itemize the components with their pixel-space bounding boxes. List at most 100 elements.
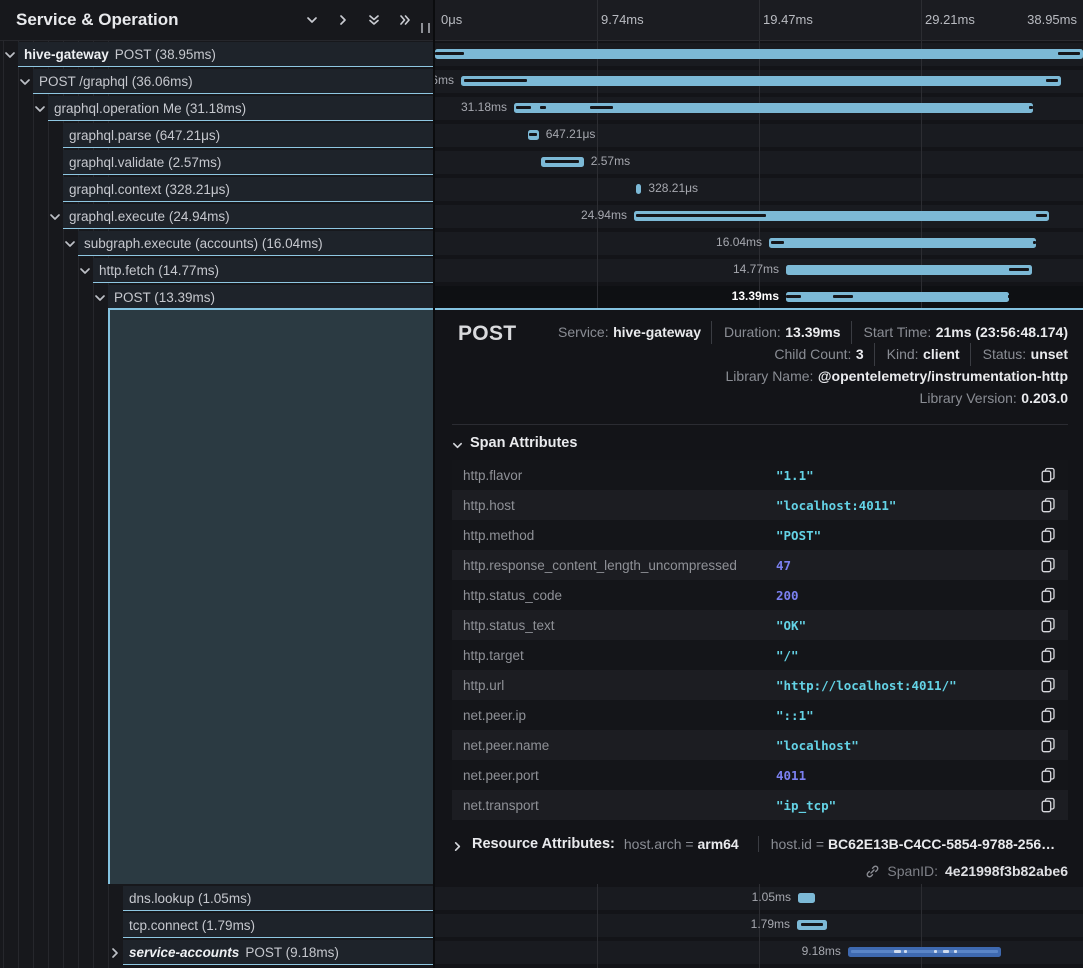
copy-icon[interactable]: [1040, 707, 1056, 723]
caret-down-icon[interactable]: [79, 264, 91, 276]
attribute-key: http.method: [463, 527, 535, 543]
span-bar-mark: [786, 295, 801, 298]
caret-down-icon[interactable]: [94, 291, 106, 303]
copy-icon[interactable]: [1040, 527, 1056, 543]
resource-attribute-pair: host.arch = arm64: [623, 836, 739, 852]
copy-icon[interactable]: [1040, 617, 1056, 633]
caret-down-icon[interactable]: [49, 210, 61, 222]
copy-icon[interactable]: [1040, 587, 1056, 603]
chevron-right-icon[interactable]: [336, 13, 350, 27]
tree-row[interactable]: http.fetch (14.77ms): [93, 258, 434, 283]
panel-resize-handle[interactable]: [421, 23, 430, 33]
tree-row[interactable]: graphql.execute (24.94ms): [63, 204, 434, 229]
meta-line: Service: hive-gateway Duration: 13.39ms St…: [558, 321, 1068, 344]
tree-row[interactable]: service-accounts POST (9.18ms): [123, 940, 434, 965]
span-bar-mark: [1009, 268, 1029, 271]
span-bar[interactable]: [769, 237, 1036, 248]
span-bar[interactable]: [435, 48, 1083, 59]
attribute-key: net.peer.ip: [463, 707, 527, 723]
attribute-key: http.host: [463, 497, 515, 513]
meta-item: Library Version: 0.203.0: [919, 390, 1068, 406]
span-bar[interactable]: [540, 156, 584, 167]
span-bar[interactable]: [797, 919, 827, 930]
span-id-value: 4e21998f3b82abe6: [945, 863, 1068, 879]
span-operation-label: dns.lookup (1.05ms): [129, 890, 252, 906]
link-icon[interactable]: [865, 864, 880, 879]
span-bar[interactable]: [460, 75, 1061, 86]
copy-icon[interactable]: [1040, 647, 1056, 663]
span-id-label: SpanID:: [887, 863, 938, 879]
span-duration-label: 647.21μs: [545, 127, 596, 141]
chevron-down-icon[interactable]: [305, 13, 319, 27]
caret-down-icon[interactable]: [34, 102, 46, 114]
span-operation-label: tcp.connect (1.79ms): [129, 917, 256, 933]
attribute-key: net.peer.port: [463, 767, 539, 783]
copy-icon[interactable]: [1040, 767, 1056, 783]
span-bar[interactable]: [635, 183, 642, 194]
meta-line: Library Name: @opentelemetry/instrumenta…: [558, 365, 1068, 387]
span-bar[interactable]: [527, 129, 539, 140]
service-name: service-accounts: [129, 944, 240, 960]
copy-icon[interactable]: [1040, 467, 1056, 483]
copy-icon[interactable]: [1040, 557, 1056, 573]
span-bar[interactable]: [847, 946, 1001, 957]
chevron-down-icon: [452, 438, 463, 449]
span-bar[interactable]: [786, 264, 1032, 275]
span-bar-mark: [1035, 214, 1048, 217]
attribute-row: net.peer.name "localhost": [452, 730, 1068, 760]
span-bar-mark: [934, 950, 938, 953]
tree-row[interactable]: POST (13.39ms): [108, 285, 434, 310]
span-bar[interactable]: [786, 291, 1009, 302]
span-bar[interactable]: [514, 102, 1033, 113]
timeline-ruler: 0μs 9.74ms 19.47ms 29.21ms 38.95ms: [435, 0, 1083, 41]
attribute-row: http.status_code 200: [452, 580, 1068, 610]
tree-row[interactable]: hive-gateway POST (38.95ms): [18, 42, 434, 67]
span-duration-label: 13.39ms: [731, 289, 780, 303]
span-duration-label: 24.94ms: [580, 208, 627, 222]
caret-down-icon[interactable]: [4, 48, 16, 60]
span-attributes-header[interactable]: Span Attributes: [452, 435, 577, 451]
attribute-key: net.transport: [463, 797, 539, 813]
attribute-value: 4011: [776, 767, 807, 783]
tree-row[interactable]: dns.lookup (1.05ms): [123, 886, 434, 911]
attribute-key: http.status_code: [463, 587, 563, 603]
attribute-row: http.response_content_length_uncompresse…: [452, 550, 1068, 580]
span-bar[interactable]: [633, 210, 1049, 221]
attribute-key: net.peer.name: [463, 737, 550, 753]
span-duration-label: 328.21μs: [648, 181, 699, 195]
tree-row[interactable]: graphql.parse (647.21μs): [63, 123, 434, 148]
tree-row[interactable]: POST /graphql (36.06ms): [33, 69, 434, 94]
span-bar-mark: [1058, 52, 1080, 55]
span-bar-mark: [635, 214, 766, 217]
resource-attributes-row[interactable]: Resource Attributes: host.arch = arm64 ho…: [452, 836, 1055, 852]
span-bar[interactable]: [798, 892, 816, 903]
tree-header-title: Service & Operation: [16, 10, 179, 29]
attribute-value: "http://localhost:4011/": [776, 677, 957, 693]
double-chevron-down-icon[interactable]: [367, 13, 381, 27]
tree-row[interactable]: graphql.context (328.21μs): [63, 177, 434, 202]
tree-row[interactable]: graphql.validate (2.57ms): [63, 150, 434, 175]
copy-icon[interactable]: [1040, 677, 1056, 693]
tree-row[interactable]: graphql.operation Me (31.18ms): [48, 96, 434, 121]
copy-icon[interactable]: [1040, 737, 1056, 753]
meta-item: Child Count: 3: [774, 346, 864, 362]
span-duration-label: 16.04ms: [716, 235, 763, 249]
caret-down-icon[interactable]: [19, 75, 31, 87]
copy-icon[interactable]: [1040, 797, 1056, 813]
tree-row[interactable]: subgraph.execute (accounts) (16.04ms): [78, 231, 434, 256]
span-duration-label: 14.77ms: [733, 262, 780, 276]
span-bar-mark: [463, 79, 527, 82]
caret-right-icon[interactable]: [109, 946, 121, 958]
copy-icon[interactable]: [1040, 497, 1056, 513]
panel-divider[interactable]: [433, 0, 435, 968]
span-bar-mark: [1007, 295, 1009, 298]
tree-row[interactable]: tcp.connect (1.79ms): [123, 913, 434, 938]
span-detail-meta: Service: hive-gateway Duration: 13.39ms St…: [558, 321, 1068, 409]
double-chevron-right-icon[interactable]: [398, 13, 412, 27]
span-operation-label: graphql.execute (24.94ms): [69, 208, 230, 224]
attribute-value: "OK": [776, 617, 807, 633]
resource-attribute-pair: host.id = BC62E13B-C4CC-5854-9788-256…: [757, 836, 1055, 852]
span-operation-label: POST (38.95ms): [114, 46, 216, 62]
caret-down-icon[interactable]: [64, 237, 76, 249]
